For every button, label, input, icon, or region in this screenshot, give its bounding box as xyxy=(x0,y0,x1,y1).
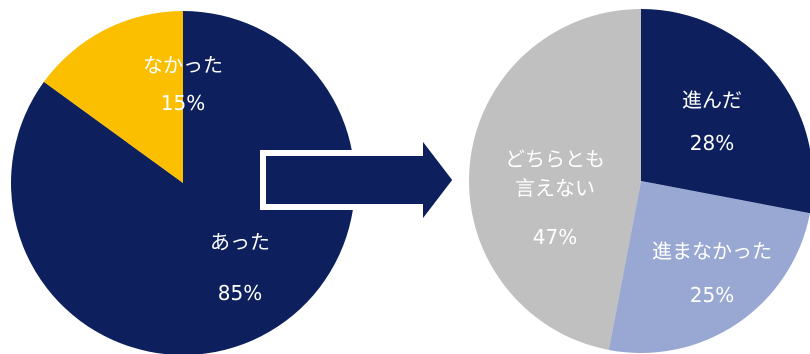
slice-value-susunda: 28% xyxy=(690,131,734,155)
pie-slice-susumanakatta xyxy=(608,181,810,353)
left-pie-chart: なかった 15% あった 85% xyxy=(10,11,355,354)
slice-label-atta: あった xyxy=(210,230,270,254)
slice-label-dochiratomo-line1: どちらとも xyxy=(505,147,605,171)
slice-value-susumanakatta: 25% xyxy=(690,283,734,307)
pie-slice-susunda xyxy=(641,9,810,214)
slice-label-nakatta: なかった xyxy=(143,53,223,77)
slice-label-susunda: 進んだ xyxy=(682,88,742,112)
slice-label-dochiratomo-line2: 言えない xyxy=(515,176,595,200)
right-pie-chart: 進んだ 28% 進まなかった 25% どちらとも 言えない 47% xyxy=(468,8,810,353)
slice-label-susumanakatta: 進まなかった xyxy=(652,239,772,263)
right-arrow-icon xyxy=(260,124,460,236)
pie-slice-nakatta xyxy=(43,11,183,183)
pie-slice-dochiratomo xyxy=(468,8,641,350)
slice-value-dochiratomo: 47% xyxy=(533,225,577,249)
slice-value-nakatta: 15% xyxy=(161,91,205,115)
slice-value-atta: 85% xyxy=(218,281,262,305)
